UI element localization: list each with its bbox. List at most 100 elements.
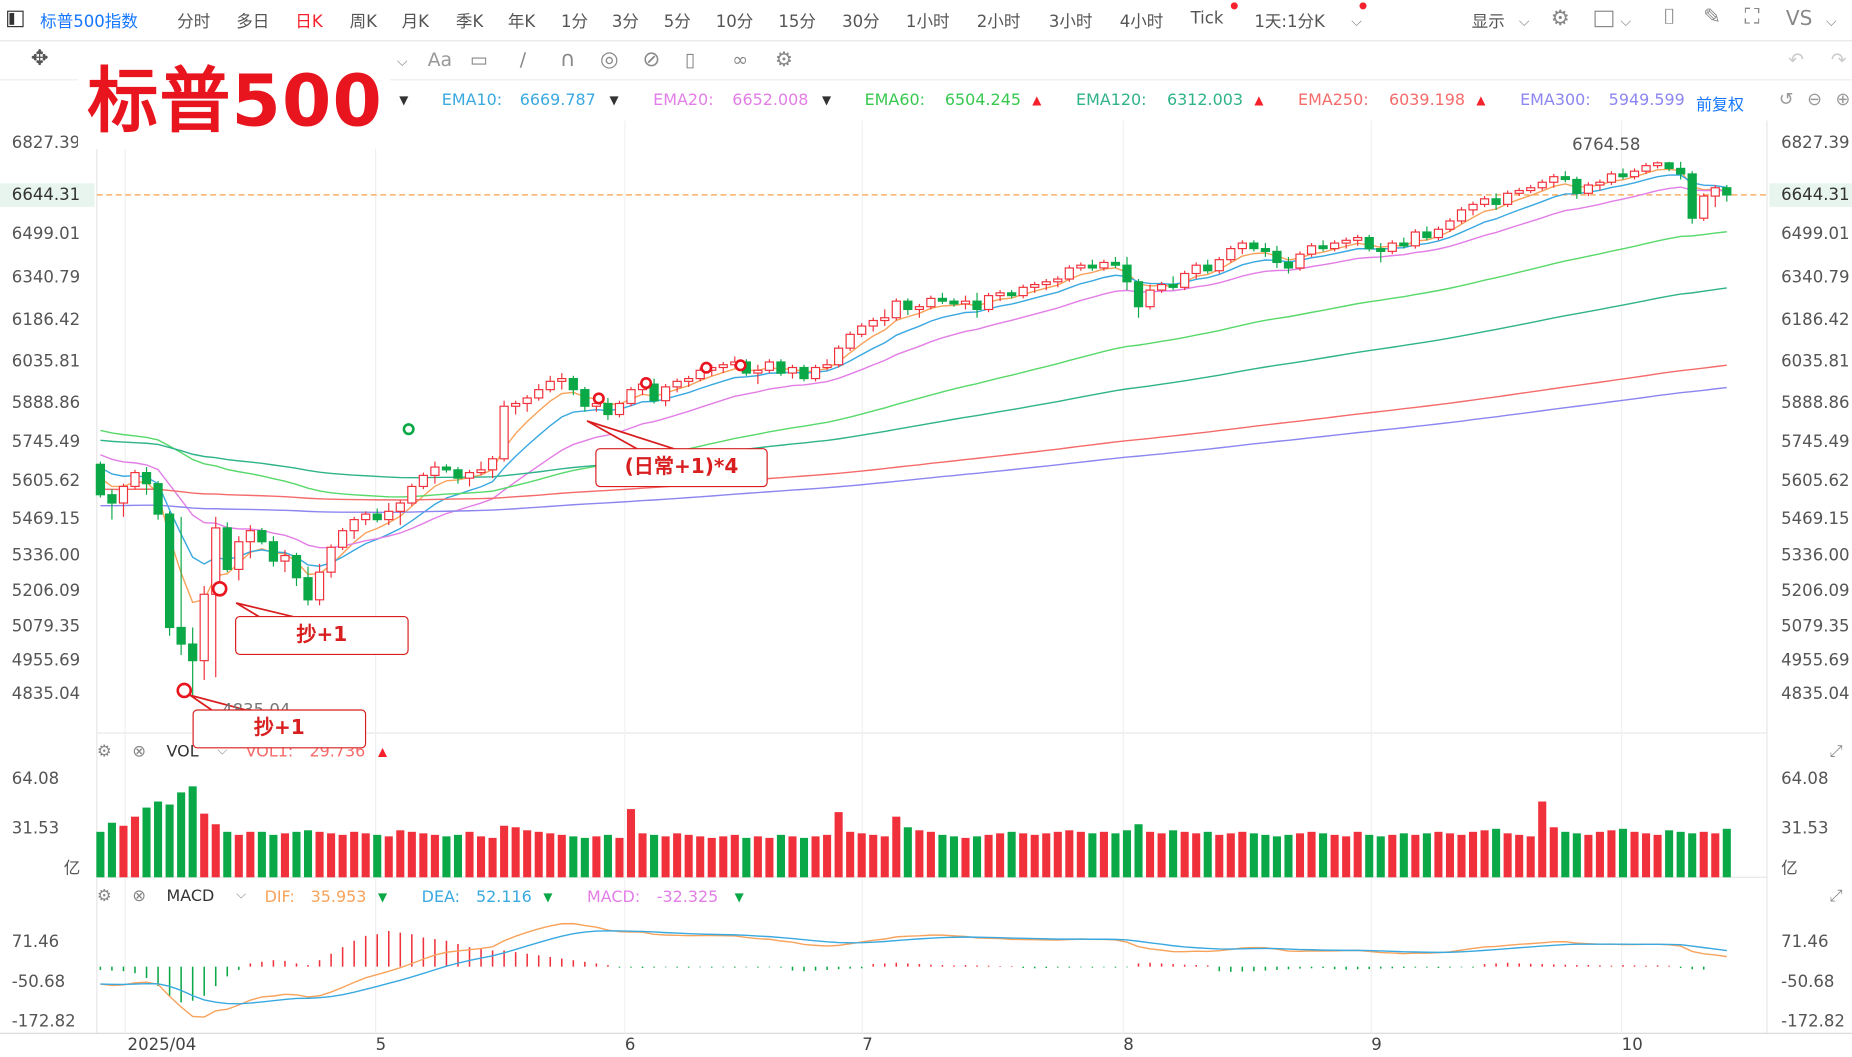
ema20-toggle-icon[interactable]: ▼ (822, 94, 832, 108)
move-icon[interactable]: ✥ (30, 46, 49, 71)
volume-bar (177, 792, 186, 878)
macd-toggle-icon[interactable]: ▼ (734, 891, 744, 905)
eye-icon[interactable]: ◎ (600, 47, 619, 73)
ema60-toggle-icon[interactable]: ▲ (1032, 94, 1042, 108)
ema300-value: 5949.599 (1608, 91, 1685, 110)
volume-bar (1676, 831, 1685, 878)
camera-icon[interactable]: ⌷ (1663, 4, 1676, 30)
candle-body (1156, 283, 1167, 291)
macd-expand-icon[interactable]: ⤢ (1829, 886, 1843, 906)
tool-chevron-icon[interactable]: ⌵ (396, 53, 408, 70)
line-tool-icon[interactable]: ∕ (519, 48, 527, 71)
macd-chevron-icon[interactable]: ⌵ (236, 886, 247, 903)
reset-icon[interactable]: ↺ (1778, 88, 1794, 110)
period-tab[interactable]: 多日 (236, 13, 270, 32)
price-tick-right: 6340.79 (1781, 268, 1850, 288)
vol-chevron-icon[interactable]: ⌵ (217, 742, 228, 758)
period-tab[interactable]: 分时 (177, 13, 211, 32)
compare-chevron-icon[interactable]: ⌵ (1826, 13, 1837, 30)
volume-bar (1203, 831, 1212, 878)
vol-expand-icon[interactable]: ⤢ (1829, 742, 1843, 762)
period-tab[interactable]: Tick (1190, 9, 1224, 29)
period-tab[interactable]: 3分 (611, 13, 639, 32)
macd-close-icon[interactable]: ⊗ (132, 886, 147, 906)
ema5-toggle-icon[interactable]: ▼ (399, 94, 409, 108)
period-tab[interactable]: 5分 (663, 13, 691, 32)
vol-close-icon[interactable]: ⊗ (132, 742, 147, 762)
volume-bar (1630, 831, 1639, 878)
vol1-toggle-icon[interactable]: ▲ (377, 746, 388, 760)
link-icon[interactable]: ∞ (732, 48, 749, 71)
ema10-toggle-icon[interactable]: ▼ (609, 94, 619, 108)
callout-dip-buy-2: 抄+1 (192, 709, 367, 749)
period-tab[interactable]: 10分 (715, 13, 754, 32)
volume-bar (211, 824, 220, 878)
period-tab[interactable]: 3小时 (1048, 13, 1093, 32)
period-tab[interactable]: 2小时 (976, 13, 1021, 32)
layout-chevron-icon[interactable]: ⌵ (1620, 13, 1632, 30)
magnet-icon[interactable]: ∩ (559, 47, 576, 73)
dif-toggle-icon[interactable]: ▼ (377, 891, 388, 905)
volume-bar (546, 833, 555, 878)
undo-icon[interactable]: ↶ (1788, 48, 1805, 71)
candle-body (430, 466, 440, 476)
candle-body (822, 364, 832, 369)
display-chevron-icon[interactable]: ⌵ (1518, 13, 1530, 30)
settings-icon[interactable]: ⚙ (1550, 5, 1570, 31)
volume-bar (1722, 828, 1731, 878)
adjust-mode-button[interactable]: 前复权 (1696, 95, 1744, 115)
candle-body (1433, 228, 1444, 239)
comment-icon[interactable]: ▭ (470, 48, 488, 71)
text-tool-icon[interactable]: Aa (427, 48, 453, 71)
ema120-toggle-icon[interactable]: ▲ (1254, 94, 1264, 108)
fullscreen-icon[interactable]: ⛶ (1744, 4, 1760, 30)
layout-icon[interactable] (1594, 10, 1614, 28)
volume-bar (1192, 833, 1201, 878)
period-tab[interactable]: 30分 (842, 13, 880, 32)
drawing-settings-icon[interactable]: ⚙ (774, 48, 793, 73)
panel-toggle-icon[interactable] (7, 10, 24, 28)
macd-settings-icon[interactable]: ⚙ (96, 886, 112, 906)
volume-bar (465, 831, 474, 878)
instrument-title[interactable]: 标普500指数 (40, 13, 138, 32)
hide-icon[interactable]: ⊘ (642, 47, 661, 73)
zoom-in-icon[interactable]: ⊕ (1835, 88, 1851, 110)
volume-bar (407, 831, 416, 878)
candle-body (337, 530, 348, 548)
volume-bar (949, 836, 959, 878)
ema250-toggle-icon[interactable]: ▲ (1476, 94, 1486, 108)
candle-body (1203, 264, 1213, 272)
compare-button[interactable]: VS (1785, 7, 1813, 31)
dea-toggle-icon[interactable]: ▼ (543, 891, 553, 905)
display-menu[interactable]: 显示 (1471, 13, 1505, 32)
volume-bar (442, 836, 451, 878)
period-tab[interactable]: 1分 (561, 13, 589, 32)
period-tab[interactable]: 周K (349, 13, 377, 32)
candle-body (753, 369, 763, 374)
trash-icon[interactable]: ▯ (685, 48, 696, 71)
period-tab[interactable]: 4小时 (1119, 13, 1164, 32)
period-tab[interactable]: 年K (507, 13, 536, 32)
interval-select[interactable]: 1天:1分K (1254, 13, 1325, 32)
volume-bar (315, 831, 324, 878)
vol-settings-icon[interactable]: ⚙ (96, 742, 112, 762)
period-tab[interactable]: 季K (455, 13, 484, 32)
zoom-out-icon[interactable]: ⊖ (1807, 88, 1822, 110)
period-tab[interactable]: 15分 (778, 13, 816, 32)
volume-bar (200, 813, 209, 878)
volume-bar (188, 786, 197, 878)
period-tab[interactable]: 日K (295, 13, 323, 32)
redo-icon[interactable]: ↷ (1830, 48, 1847, 71)
candle-body (1722, 187, 1732, 196)
chart-grid (0, 120, 1852, 1034)
volume-bar (534, 831, 543, 878)
period-tab[interactable]: 月K (401, 13, 429, 32)
drawing-toolbar: ✥ ⌵ Aa ▭ ∕ ∩ ◎ ⊘ ▯ ∞ ⚙ ↶ ↷ (0, 41, 1852, 81)
period-tab[interactable]: 1小时 (905, 13, 950, 32)
high-price-label: 6764.58 (1572, 135, 1641, 155)
volume-bar (384, 836, 393, 878)
pencil-icon[interactable]: ✎ (1703, 4, 1722, 30)
chevron-down-icon[interactable]: ⌵ (1351, 13, 1362, 30)
candle-body (1376, 248, 1386, 252)
